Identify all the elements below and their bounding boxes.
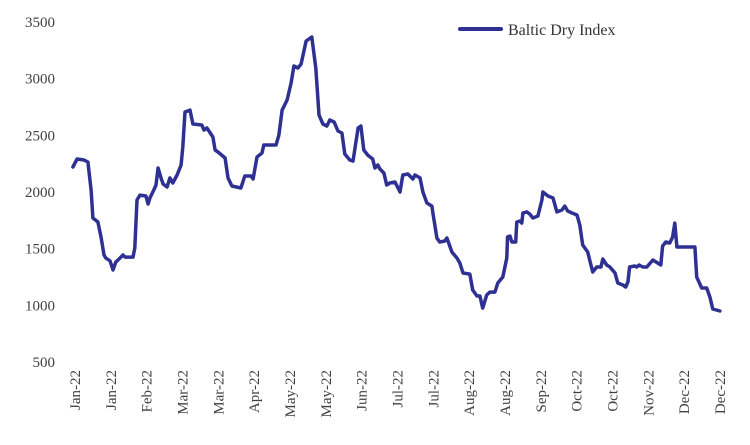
- x-tick-label: Jun-22: [355, 370, 371, 411]
- y-tick-label: 1000: [25, 298, 55, 314]
- x-tick-label: May-22: [283, 370, 299, 418]
- plot-area: [71, 35, 722, 313]
- y-tick-label: 2000: [25, 185, 55, 201]
- y-tick-label: 3500: [25, 15, 55, 31]
- x-tick-label: Jan-22: [104, 370, 120, 410]
- x-tick-label: Dec-22: [713, 370, 729, 414]
- legend: Baltic Dry Index: [458, 22, 616, 39]
- y-tick-label: 500: [33, 355, 56, 371]
- x-tick-label: Mar-22: [175, 370, 191, 415]
- x-axis: Jan-22 Jan-22 Feb-22 Mar-22 Mar-22 Apr-22 May-…: [68, 370, 750, 418]
- x-tick-label: Sep-22: [534, 370, 550, 413]
- y-tick-label: 1500: [25, 242, 55, 258]
- x-tick-label: Aug-22: [498, 370, 514, 416]
- x-tick-label: Jan-23: [749, 370, 750, 410]
- series-line-baltic-dry-index: [71, 35, 722, 313]
- x-tick-label: Oct-22: [570, 370, 586, 412]
- y-axis: 3500 3000 2500 2000 1500 1000 500: [25, 15, 55, 371]
- x-tick-label: Jul-22: [390, 370, 406, 408]
- x-tick-label: Jul-22: [426, 370, 442, 408]
- x-tick-label: Nov-22: [641, 370, 657, 416]
- x-tick-label: Aug-22: [462, 370, 478, 416]
- y-tick-label: 2500: [25, 128, 55, 144]
- x-tick-label: Dec-22: [677, 370, 693, 414]
- x-tick-label: Oct-22: [605, 370, 621, 412]
- x-tick-label: Mar-22: [211, 370, 227, 415]
- x-tick-label: Feb-22: [140, 370, 156, 413]
- x-tick-label: Apr-22: [247, 370, 263, 413]
- y-tick-label: 3000: [25, 72, 55, 88]
- x-tick-label: Jan-22: [68, 370, 84, 410]
- x-tick-label: May-22: [319, 370, 335, 418]
- legend-label: Baltic Dry Index: [508, 22, 616, 39]
